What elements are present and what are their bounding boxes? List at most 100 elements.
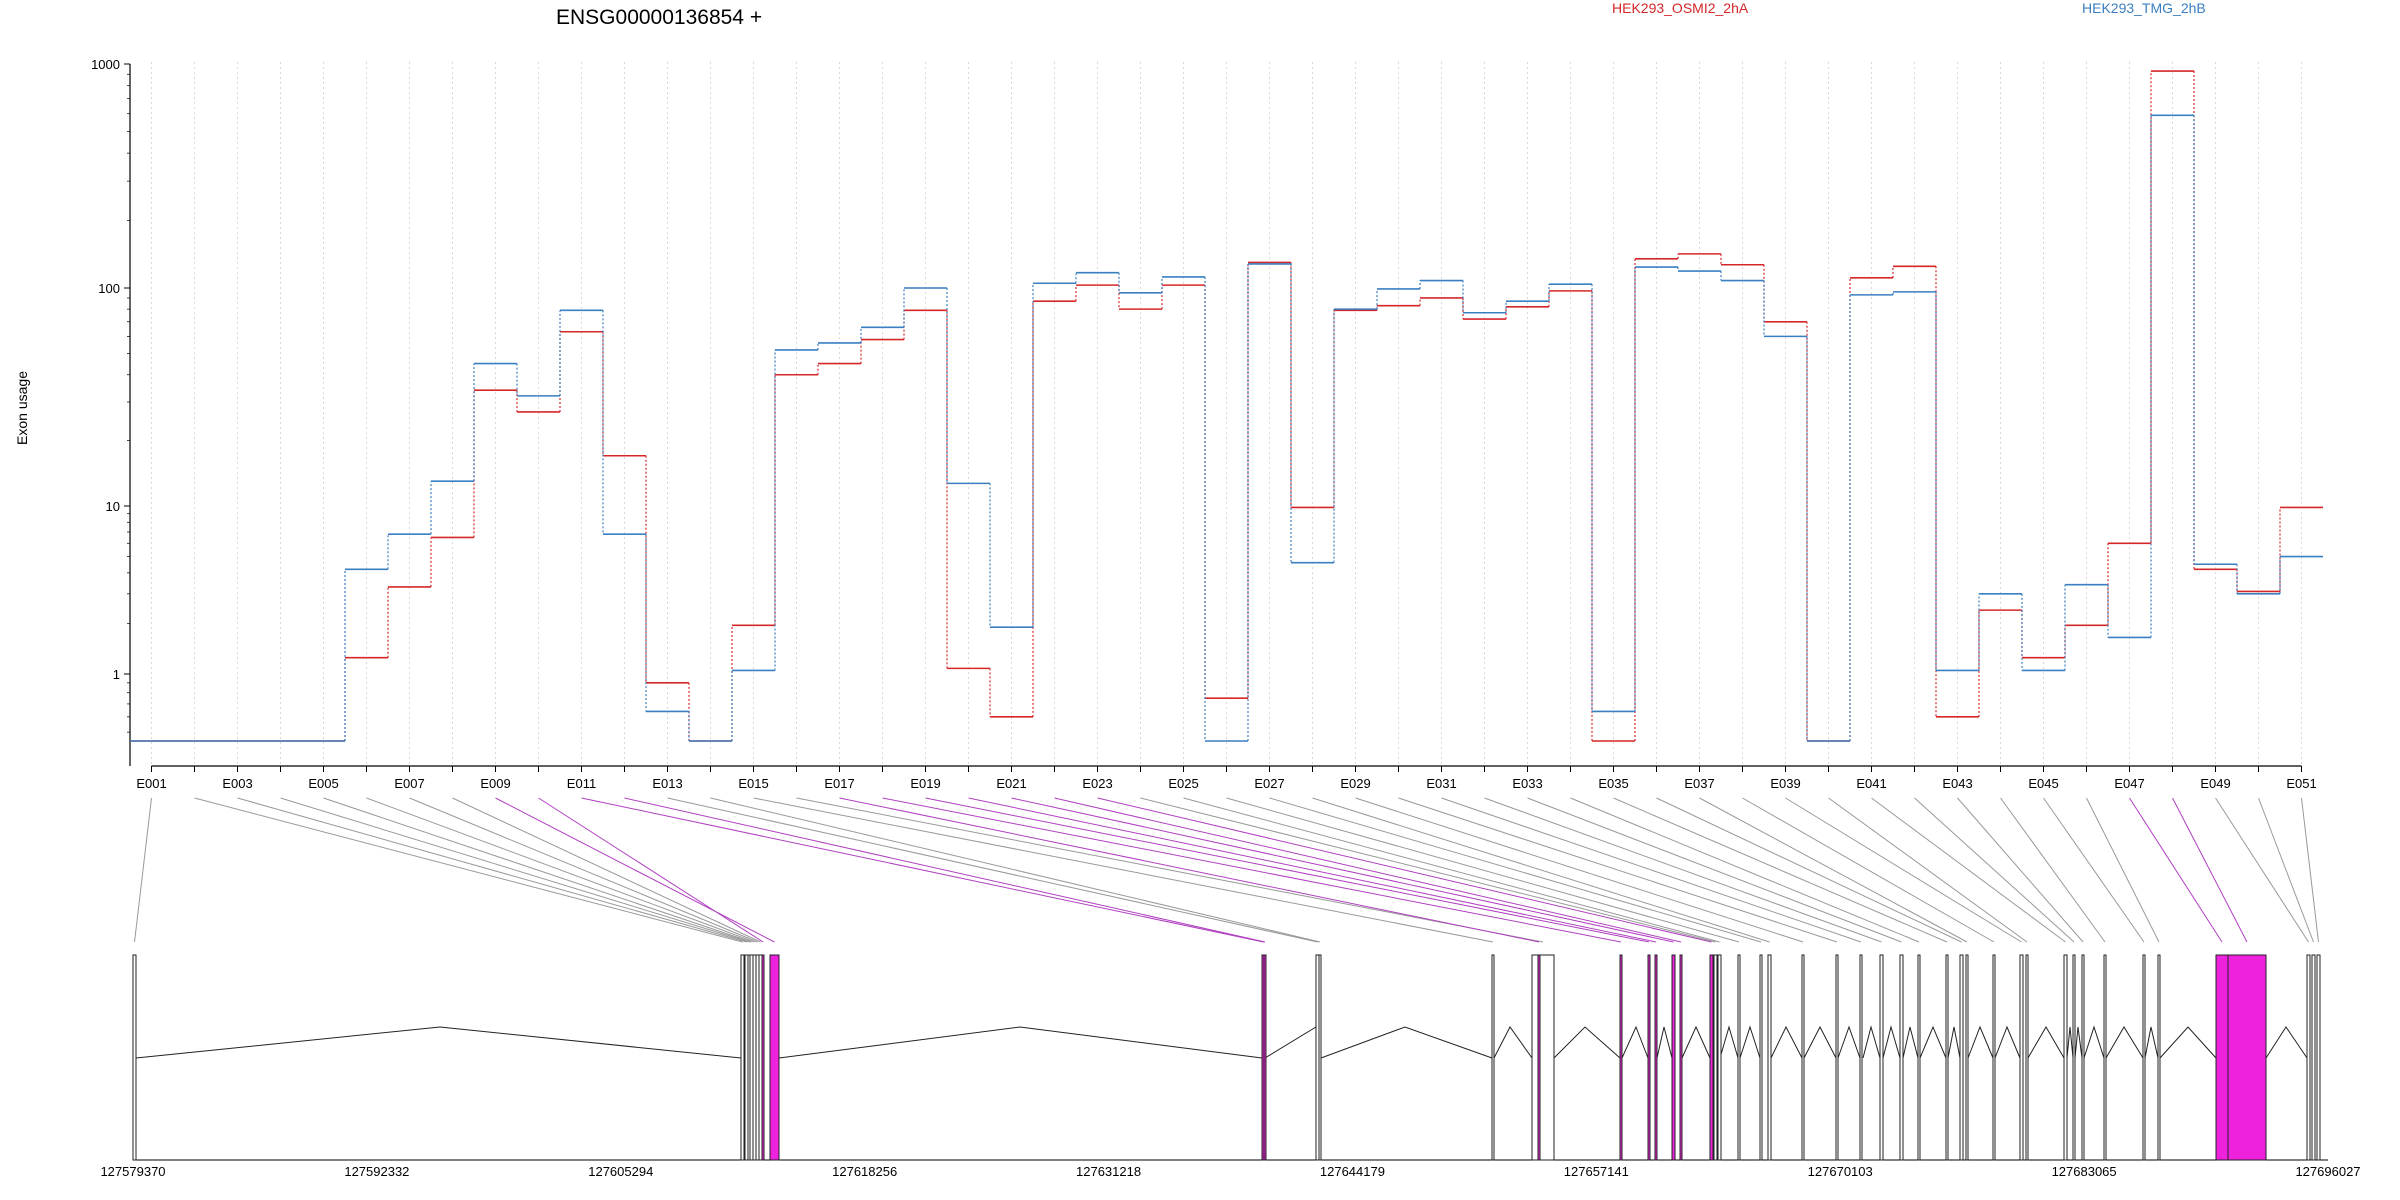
- x-tick-label: E029: [1340, 776, 1370, 791]
- exon-connector: [1097, 797, 1712, 943]
- exon-box: [2142, 954, 2146, 1161]
- exon-box: [132, 954, 137, 1161]
- exon-box: [1709, 954, 1714, 1161]
- exon-connector: [237, 797, 747, 943]
- exon-connector: [1527, 797, 1902, 943]
- x-tick-label: E013: [652, 776, 682, 791]
- x-tick-label: E045: [2028, 776, 2058, 791]
- exon-connector: [280, 797, 750, 943]
- x-tick-label: E007: [394, 776, 424, 791]
- exon-box: [2215, 954, 2229, 1161]
- exon-box: [1965, 954, 1969, 1161]
- exon-connector: [839, 797, 1540, 943]
- exon-connector: [2129, 797, 2223, 943]
- exon-box: [1713, 954, 1718, 1161]
- exon-box: [1917, 954, 1921, 1161]
- x-tick-label: E011: [567, 776, 596, 791]
- exon-connector: [1140, 797, 1716, 943]
- intron-line: [1862, 1025, 1881, 1059]
- exon-box: [1767, 954, 1772, 1161]
- exon-connector: [2086, 797, 2160, 943]
- intron-line: [1739, 1025, 1761, 1059]
- series-tmg: [130, 114, 2323, 742]
- x-tick-label: E017: [824, 776, 854, 791]
- exon-connector: [710, 797, 1321, 943]
- exon-box: [1859, 954, 1863, 1161]
- exon-box: [2316, 954, 2321, 1161]
- exon-box: [1679, 954, 1683, 1161]
- exon-connector: [1484, 797, 1882, 943]
- exon-connector: [1785, 797, 2022, 943]
- x-tick-label: E027: [1254, 776, 1284, 791]
- y-tick-label: 10: [106, 499, 120, 514]
- intron-line: [1320, 1026, 1493, 1059]
- exon-gridlines: [151, 62, 2302, 766]
- intron-line: [1882, 1025, 1901, 1059]
- genomic-coordinate-axis: 127579370 127592332 127605294 127618256 1276…: [100, 1164, 2360, 1179]
- coordinate-label: 127592332: [344, 1164, 409, 1179]
- exon-box: [2103, 954, 2107, 1161]
- intron-line: [1837, 1025, 1861, 1059]
- exon-connector: [134, 797, 152, 943]
- x-tick-label: E033: [1512, 776, 1542, 791]
- exon-connector: [1914, 797, 2075, 943]
- exon-box: [2063, 954, 2068, 1161]
- y-tick-label: 1: [113, 667, 120, 682]
- exon-connector: [1441, 797, 1862, 943]
- exon-connector: [1957, 797, 2084, 943]
- exon-connector-lines: [134, 797, 2319, 943]
- x-tick-label: E047: [2114, 776, 2144, 791]
- exon-box: [2025, 954, 2029, 1161]
- exon-connector: [1828, 797, 2028, 943]
- exon-box: [2227, 954, 2267, 1161]
- intron-line: [2083, 1025, 2105, 1059]
- intron-line: [2105, 1026, 2144, 1059]
- exon-connector: [366, 797, 755, 943]
- x-tick-label: E031: [1426, 776, 1456, 791]
- exon-connector: [2258, 797, 2314, 943]
- x-tick-label: E041: [1856, 776, 1886, 791]
- exon-connector: [1570, 797, 1920, 943]
- intron-line: [778, 1026, 1263, 1059]
- intron-line: [1553, 1026, 1621, 1059]
- exon-box: [1671, 954, 1676, 1161]
- intron-line: [1947, 1026, 1961, 1059]
- exon-connector: [1742, 797, 1995, 943]
- exon-box: [1654, 954, 1658, 1161]
- exon-connector: [925, 797, 1650, 943]
- exon-connector: [1656, 797, 1962, 943]
- exon-connector: [1398, 797, 1838, 943]
- intron-line: [1803, 1025, 1837, 1059]
- intron-line: [1656, 1026, 1673, 1059]
- exon-box: [1759, 954, 1763, 1161]
- exon-box: [1318, 954, 1322, 1161]
- intron-line: [2066, 1026, 2074, 1059]
- intron-line: [1994, 1025, 2021, 1059]
- exon-connector: [1871, 797, 2066, 943]
- exon-box: [1537, 954, 1541, 1161]
- exon-connector: [1183, 797, 1720, 943]
- x-tick-label: E035: [1598, 776, 1628, 791]
- exon-connector: [495, 797, 775, 943]
- x-tick-label: E009: [480, 776, 510, 791]
- exon-connector: [194, 797, 743, 943]
- coordinate-label: 127683065: [2052, 1164, 2117, 1179]
- x-tick-label: E001: [136, 776, 166, 791]
- exon-connector: [667, 797, 1318, 943]
- exon-connector: [538, 797, 764, 943]
- intron-line: [1770, 1025, 1803, 1059]
- exon-connector: [2000, 797, 2106, 943]
- exon-connector: [409, 797, 758, 943]
- exon-connector: [2215, 797, 2309, 943]
- legend-series-osmi2: HEK293_OSMI2_2hA: [1612, 0, 1749, 16]
- x-tick-label: E043: [1942, 776, 1972, 791]
- coordinate-label: 127696027: [2295, 1164, 2360, 1179]
- coordinate-label: 127644179: [1320, 1164, 1385, 1179]
- y-axis: 1 10 100 1000: [91, 57, 131, 766]
- x-tick-label: E051: [2286, 776, 2316, 791]
- intron-line: [1621, 1025, 1649, 1059]
- intron-line: [1967, 1025, 1994, 1059]
- exon-box: [1835, 954, 1839, 1161]
- exon-connector: [1699, 797, 1968, 943]
- exon-connector: [796, 797, 1544, 943]
